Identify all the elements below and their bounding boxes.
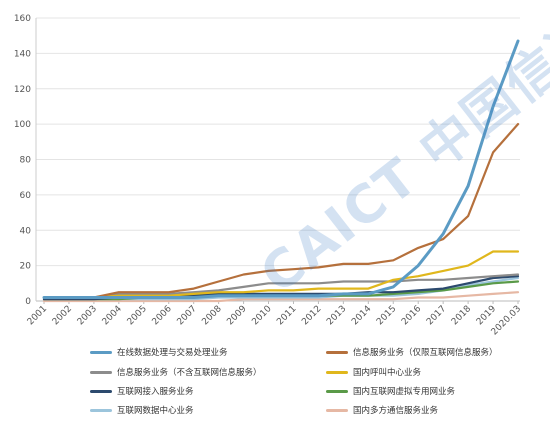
y-tick-label: 80 (20, 156, 32, 166)
legend-swatch (90, 350, 112, 354)
legend-label: 国内呼叫中心业务 (353, 368, 422, 378)
y-tick-label: 140 (14, 49, 31, 59)
y-tick-label: 60 (20, 191, 32, 201)
y-tick-label: 0 (25, 297, 31, 307)
legend-swatch (90, 408, 112, 412)
legend-swatch (326, 389, 348, 393)
legend-item[interactable]: 国内多方通信服务业务 (326, 403, 438, 417)
legend-item[interactable]: 在线数据处理与交易处理业务 (90, 345, 228, 359)
legend-item[interactable]: 互联网接入服务业务 (90, 384, 194, 398)
series-line-0 (42, 39, 520, 299)
legend-swatch (326, 350, 348, 354)
legend-item[interactable]: 信息服务业务（仅限互联网信息服务） (326, 345, 498, 359)
legend-swatch (326, 370, 348, 374)
legend-label: 国内多方通信服务业务 (353, 406, 439, 416)
y-tick-label: 40 (20, 226, 32, 236)
series-line-7 (42, 291, 520, 303)
legend-label: 信息服务业务（仅限互联网信息服务） (353, 348, 498, 358)
y-tick-label: 120 (14, 85, 31, 95)
legend-label: 互联网数据中心业务 (117, 406, 194, 416)
y-tick-label: 20 (20, 262, 32, 272)
legend-label: 互联网接入服务业务 (117, 387, 194, 397)
y-axis-ticks: 0 20 40 60 80 100 120 140 160 (14, 14, 31, 307)
legend-label: 信息服务业务（不含互联网信息服务） (117, 368, 262, 378)
series-line-3 (42, 250, 520, 299)
grid-lines (35, 17, 520, 302)
legend-item[interactable]: 国内互联网虚拟专用网业务 (326, 384, 455, 398)
legend-item[interactable]: 信息服务业务（不含互联网信息服务） (90, 365, 262, 379)
legend-item[interactable]: 国内呼叫中心业务 (326, 365, 421, 379)
legend-swatch (90, 389, 112, 393)
y-tick-label: 100 (14, 120, 31, 130)
series-lines (42, 39, 520, 303)
legend-label: 国内互联网虚拟专用网业务 (353, 387, 456, 397)
legend-swatch (90, 370, 112, 374)
legend-item[interactable]: 互联网数据中心业务 (90, 403, 194, 417)
legend-swatch (326, 408, 348, 412)
legend-label: 在线数据处理与交易处理业务 (117, 348, 228, 358)
series-line-2 (42, 273, 520, 299)
y-tick-label: 160 (14, 14, 31, 24)
